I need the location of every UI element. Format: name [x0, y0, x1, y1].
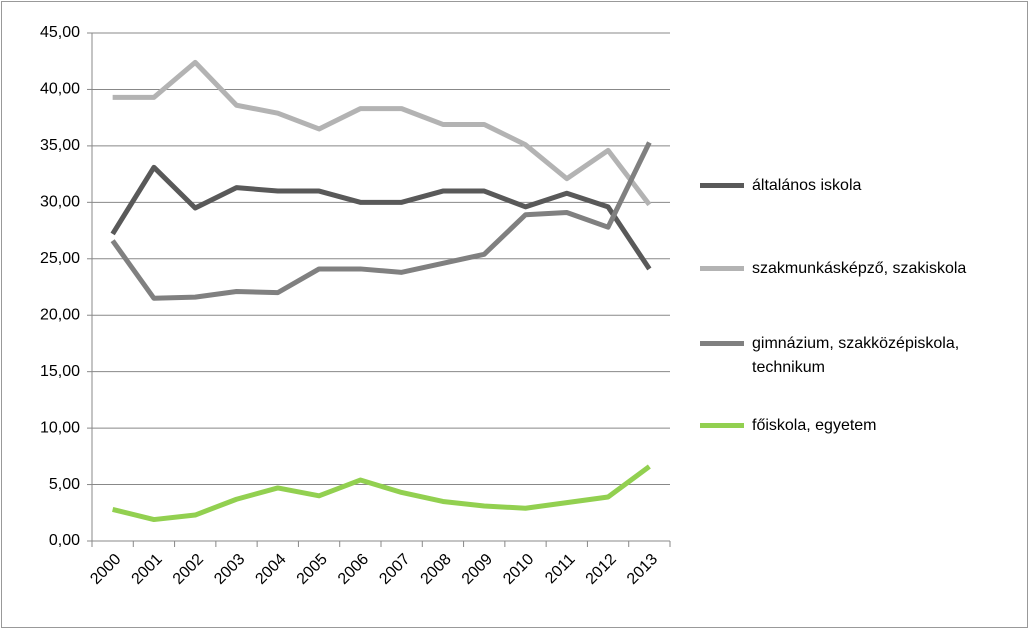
legend-item: főiskola, egyetem [700, 414, 1022, 438]
legend-item: általános iskola [700, 174, 1022, 198]
y-tick-label: 40,00 [40, 81, 80, 98]
legend-swatch [700, 183, 744, 188]
series-line [112, 59, 652, 207]
legend-label: gimnázium, szakközépiskola, technikum [752, 335, 960, 376]
series-line [110, 164, 652, 271]
y-tick-label: 5,00 [49, 476, 80, 493]
y-tick-label: 15,00 [40, 363, 80, 380]
series-line [112, 464, 651, 523]
legend-swatch [700, 423, 744, 428]
legend-item: szakmunkásképző, szakiskola [700, 257, 1022, 281]
legend-item: gimnázium, szakközépiskola, technikum [700, 332, 1022, 380]
y-tick-label: 30,00 [40, 194, 80, 211]
legend-label: általános iskola [752, 177, 862, 194]
y-tick-label: 20,00 [40, 306, 80, 323]
y-tick-label: 35,00 [40, 137, 80, 154]
legend-swatch [700, 266, 744, 271]
y-tick-label: 45,00 [40, 24, 80, 41]
legend-swatch [700, 341, 744, 346]
y-tick-label: 0,00 [49, 532, 80, 549]
series-line [110, 141, 652, 301]
legend-label: főiskola, egyetem [752, 417, 877, 434]
legend-label: szakmunkásképző, szakiskola [752, 260, 967, 277]
y-tick-label: 25,00 [40, 250, 80, 267]
y-tick-label: 10,00 [40, 419, 80, 436]
